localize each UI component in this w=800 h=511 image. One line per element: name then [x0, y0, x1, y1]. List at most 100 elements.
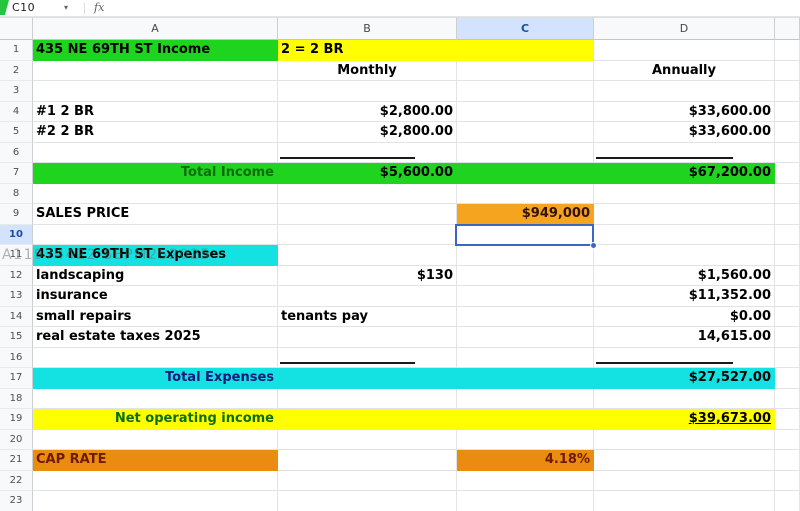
cell-b5-unit2-monthly[interactable]: $2,800.00 — [278, 122, 457, 143]
cell[interactable] — [457, 163, 594, 184]
cell[interactable] — [775, 122, 800, 143]
column-header-c[interactable]: C — [457, 17, 594, 40]
cell[interactable] — [278, 368, 457, 389]
cell[interactable] — [775, 491, 800, 511]
cell[interactable] — [775, 347, 800, 368]
cell[interactable] — [278, 204, 457, 225]
cell[interactable] — [33, 388, 278, 409]
cell-d15-taxes-annual[interactable]: 14,615.00 — [594, 327, 775, 348]
cell[interactable] — [278, 142, 457, 163]
column-header-d[interactable]: D — [594, 17, 775, 40]
row-header-7[interactable]: 7 — [0, 163, 33, 184]
cell[interactable] — [775, 183, 800, 204]
cell[interactable] — [594, 40, 775, 61]
cell[interactable] — [594, 142, 775, 163]
cell[interactable] — [775, 60, 800, 81]
cell[interactable] — [775, 306, 800, 327]
cell[interactable] — [594, 491, 775, 511]
row-header-6[interactable]: 6 — [0, 142, 33, 163]
cell[interactable] — [594, 450, 775, 471]
cell-d19-noi-annual[interactable]: $39,673.00 — [594, 409, 775, 430]
cell[interactable] — [33, 224, 278, 245]
cell[interactable] — [775, 224, 800, 245]
row-header-19[interactable]: 19 — [0, 409, 33, 430]
cell[interactable] — [457, 101, 594, 122]
cell-b7-total-income-monthly[interactable]: $5,600.00 — [278, 163, 457, 184]
cell[interactable] — [775, 429, 800, 450]
cell-b14-tenants-pay[interactable]: tenants pay — [278, 306, 457, 327]
cell[interactable] — [457, 327, 594, 348]
cell[interactable] — [278, 81, 457, 102]
row-header-11[interactable]: 11 — [0, 245, 33, 266]
cell[interactable] — [594, 81, 775, 102]
row-header-20[interactable]: 20 — [0, 429, 33, 450]
cell[interactable] — [775, 368, 800, 389]
selection-outline[interactable] — [455, 224, 597, 249]
row-header-15[interactable]: 15 — [0, 327, 33, 348]
cell-c9-sales-price-value[interactable]: $949,000 — [457, 204, 594, 225]
cell-d4-unit1-annual[interactable]: $33,600.00 — [594, 101, 775, 122]
row-header-12[interactable]: 12 — [0, 265, 33, 286]
cell[interactable] — [457, 122, 594, 143]
cell[interactable] — [775, 101, 800, 122]
cell-b12-landscaping-monthly[interactable]: $130 — [278, 265, 457, 286]
row-header-3[interactable]: 3 — [0, 81, 33, 102]
row-header-8[interactable]: 8 — [0, 183, 33, 204]
fx-icon[interactable]: fx — [94, 1, 105, 14]
cell[interactable] — [33, 429, 278, 450]
cell[interactable] — [457, 347, 594, 368]
cell-a17-total-expenses-label[interactable]: Total Expenses — [33, 368, 278, 389]
cell[interactable] — [775, 470, 800, 491]
cell[interactable] — [594, 347, 775, 368]
cell[interactable] — [594, 388, 775, 409]
cell[interactable] — [594, 204, 775, 225]
cell[interactable] — [457, 491, 594, 511]
row-header-4[interactable]: 4 — [0, 101, 33, 122]
cell-a14-small-repairs[interactable]: small repairs — [33, 306, 278, 327]
cell[interactable] — [775, 286, 800, 307]
row-header-9[interactable]: 9 — [0, 204, 33, 225]
cell[interactable] — [775, 163, 800, 184]
fill-handle[interactable] — [590, 242, 597, 249]
cell-b2-monthly-header[interactable]: Monthly — [278, 60, 457, 81]
cell[interactable] — [278, 347, 457, 368]
cell[interactable] — [594, 224, 775, 245]
cell[interactable] — [33, 491, 278, 511]
row-header-22[interactable]: 22 — [0, 470, 33, 491]
cell[interactable] — [278, 409, 457, 430]
cell[interactable] — [278, 245, 457, 266]
cell-a7-total-income-label[interactable]: Total Income — [33, 163, 278, 184]
cell[interactable] — [594, 429, 775, 450]
cell[interactable] — [457, 429, 594, 450]
row-header-2[interactable]: 2 — [0, 60, 33, 81]
row-header-16[interactable]: 16 — [0, 347, 33, 368]
cell-a21-cap-rate-label[interactable]: CAP RATE — [33, 450, 278, 471]
cell-a13-insurance[interactable]: insurance — [33, 286, 278, 307]
cell-d13-insurance-annual[interactable]: $11,352.00 — [594, 286, 775, 307]
cell[interactable] — [594, 245, 775, 266]
cell-a9-sales-price-label[interactable]: SALES PRICE — [33, 204, 278, 225]
cell[interactable] — [457, 409, 594, 430]
row-header-18[interactable]: 18 — [0, 388, 33, 409]
cell[interactable] — [775, 204, 800, 225]
row-header-21[interactable]: 21 — [0, 450, 33, 471]
select-all-corner[interactable] — [0, 17, 33, 40]
cell[interactable] — [278, 429, 457, 450]
cell-a4-unit1[interactable]: #1 2 BR — [33, 101, 278, 122]
row-header-23[interactable]: 23 — [0, 491, 33, 511]
row-header-10[interactable]: 10 — [0, 224, 33, 245]
cell-d5-unit2-annual[interactable]: $33,600.00 — [594, 122, 775, 143]
formula-bar[interactable]: C10 ▾ fx — [0, 0, 800, 17]
cell[interactable] — [775, 265, 800, 286]
cell[interactable] — [457, 265, 594, 286]
cell[interactable] — [33, 81, 278, 102]
cell[interactable] — [594, 470, 775, 491]
cell[interactable] — [33, 183, 278, 204]
name-box[interactable]: C10 — [12, 1, 36, 14]
cell-a11-expenses-title[interactable]: 435 NE 69TH ST Expenses — [33, 245, 278, 266]
cell-d17-total-expenses-annual[interactable]: $27,527.00 — [594, 368, 775, 389]
cell[interactable] — [775, 409, 800, 430]
cell[interactable] — [278, 491, 457, 511]
cell[interactable] — [278, 450, 457, 471]
cell[interactable] — [457, 286, 594, 307]
